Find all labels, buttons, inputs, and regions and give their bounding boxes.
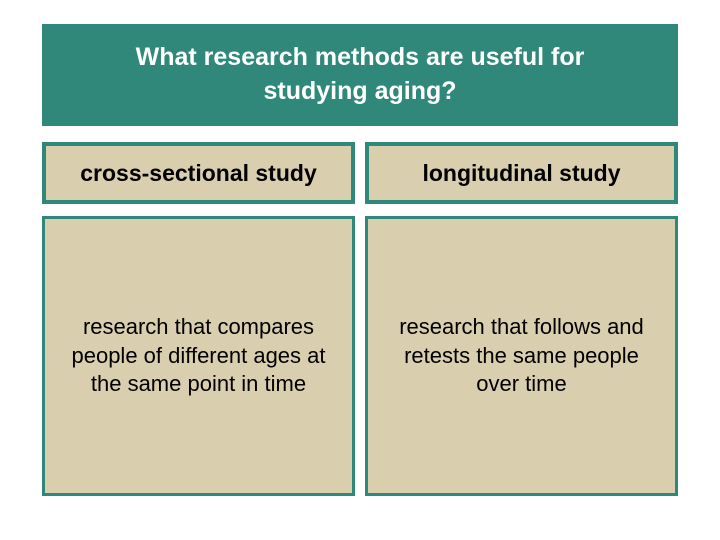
- slide-title: What research methods are useful for stu…: [82, 41, 638, 109]
- column-body-left: research that compares people of differe…: [42, 216, 355, 496]
- title-bar: What research methods are useful for stu…: [42, 24, 678, 126]
- body-row: research that compares people of differe…: [42, 216, 678, 496]
- header-row: cross-sectional study longitudinal study: [42, 142, 678, 204]
- column-body-text: research that follows and retests the sa…: [386, 313, 657, 399]
- column-body-text: research that compares people of differe…: [63, 313, 334, 399]
- column-header-label: longitudinal study: [422, 160, 620, 187]
- column-header-left: cross-sectional study: [42, 142, 355, 204]
- column-header-right: longitudinal study: [365, 142, 678, 204]
- column-body-right: research that follows and retests the sa…: [365, 216, 678, 496]
- slide: What research methods are useful for stu…: [0, 0, 720, 540]
- column-header-label: cross-sectional study: [80, 160, 316, 187]
